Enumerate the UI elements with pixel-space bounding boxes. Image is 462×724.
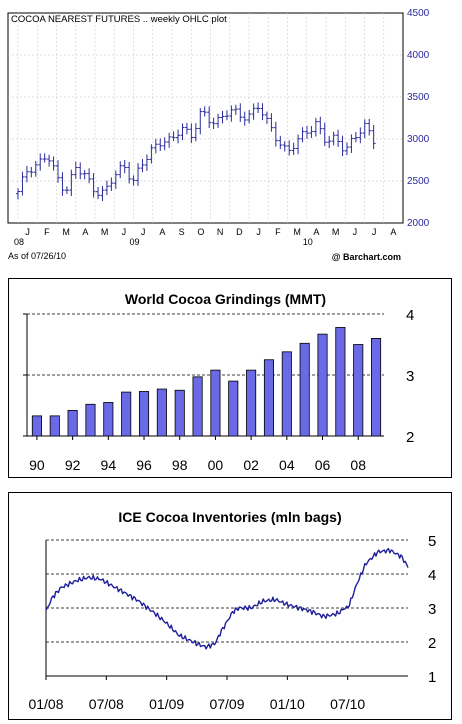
month-label: O <box>197 227 204 237</box>
month-label: M <box>332 227 340 237</box>
y-tick-label: 4000 <box>407 50 430 61</box>
month-label: N <box>217 227 224 237</box>
month-label: M <box>293 227 301 237</box>
month-label: F <box>44 227 50 237</box>
inventories-panel <box>8 492 452 720</box>
month-label: J <box>256 227 261 237</box>
source-label: @ Barchart.com <box>332 252 401 262</box>
month-label: M <box>62 227 70 237</box>
month-label: A <box>159 227 165 237</box>
plot-frame <box>7 12 404 224</box>
ohlc-chart: 2000 2500 3000 3500 4000 4500 J F M A M J J A S O N D J F M A… <box>7 8 430 262</box>
month-label: A <box>82 227 88 237</box>
year-label: 09 <box>130 237 140 247</box>
year-label: 08 <box>14 237 24 247</box>
grindings-panel <box>8 278 452 478</box>
month-label: J <box>141 227 146 237</box>
y-tick-label: 2500 <box>407 176 430 187</box>
chart-title: COCOA NEAREST FUTURES .. weekly OHLC plo… <box>11 14 227 25</box>
month-label: A <box>313 227 319 237</box>
month-label: J <box>372 227 377 237</box>
y-tick-label: 3000 <box>407 134 430 145</box>
month-label: J <box>353 227 358 237</box>
month-label: J <box>25 227 30 237</box>
year-label: 10 <box>303 237 313 247</box>
month-label: F <box>275 227 281 237</box>
as-of-label: As of 07/26/10 <box>8 251 66 261</box>
y-tick-label: 4500 <box>407 8 430 19</box>
y-tick-label: 2000 <box>407 218 430 229</box>
month-label: A <box>390 227 396 237</box>
month-label: J <box>122 227 127 237</box>
month-label: M <box>101 227 109 237</box>
month-label: D <box>236 227 243 237</box>
month-label: S <box>179 227 185 237</box>
y-tick-label: 3500 <box>407 92 430 103</box>
